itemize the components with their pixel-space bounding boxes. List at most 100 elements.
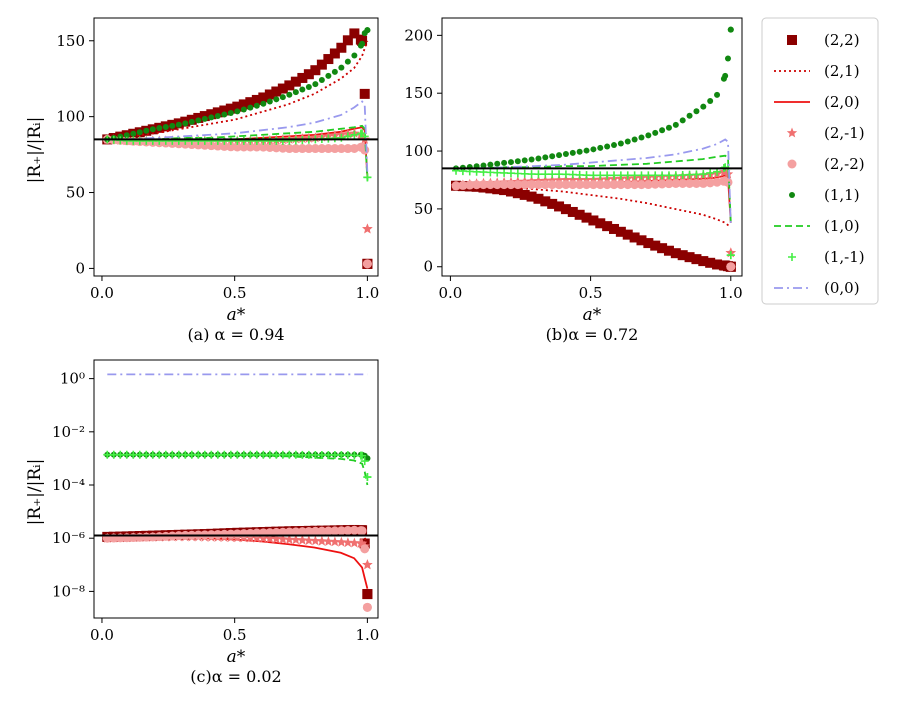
data-point	[357, 526, 367, 536]
series-line	[456, 138, 732, 226]
data-point	[349, 28, 360, 39]
legend-item: (2,-1)	[786, 124, 865, 142]
data-point	[609, 223, 620, 234]
data-point	[206, 141, 216, 151]
data-point	[492, 180, 502, 190]
data-point	[251, 94, 262, 105]
data-point	[596, 171, 605, 180]
data-point	[286, 91, 293, 98]
data-point	[602, 180, 612, 190]
data-point	[615, 226, 626, 237]
data-point	[336, 526, 346, 536]
series-line	[107, 536, 369, 589]
data-point	[506, 169, 515, 178]
legend-item: (1,0)	[774, 217, 860, 235]
panel-c: 0.0 0.5 1.0 10⁰ 10⁻² 10⁻⁴ 10⁻⁶ 10⁻⁸ a* |R₊|/|Rᵢ| (…	[25, 359, 379, 686]
series-line	[107, 124, 369, 181]
legend-label: (2,0)	[824, 93, 860, 111]
series-(1,-1)	[452, 163, 735, 260]
y-tick-label: 10⁻⁶	[52, 529, 85, 547]
data-point	[726, 262, 736, 272]
data-point	[208, 114, 215, 121]
data-point	[343, 525, 353, 535]
data-point	[284, 144, 294, 154]
data-point	[535, 155, 542, 162]
series-line	[107, 100, 369, 175]
data-point	[292, 89, 299, 96]
data-point	[686, 112, 693, 119]
data-point	[722, 72, 729, 79]
data-point	[336, 536, 347, 547]
plot-area	[450, 26, 736, 272]
data-point	[527, 170, 536, 179]
legend-marker	[788, 253, 796, 261]
data-point	[724, 55, 731, 62]
data-point	[617, 140, 624, 147]
series-(2,-1)	[450, 166, 736, 258]
data-point	[541, 170, 550, 179]
data-point	[629, 232, 640, 243]
data-point	[363, 173, 372, 182]
data-point	[699, 170, 708, 179]
legend-label: (2,1)	[824, 62, 860, 80]
data-point	[219, 141, 229, 151]
y-tick-label: 200	[404, 26, 433, 44]
series-(2,0)	[107, 536, 369, 589]
legend-item: (1,-1)	[788, 248, 865, 266]
x-tick-label: 1.0	[719, 284, 743, 302]
x-tick-label: 0.0	[438, 284, 462, 302]
data-point	[478, 180, 488, 190]
data-point	[317, 144, 327, 154]
legend-item: (2,0)	[774, 93, 860, 111]
data-point	[226, 142, 236, 152]
data-point	[360, 457, 369, 466]
data-point	[723, 177, 733, 187]
data-point	[700, 103, 707, 110]
data-point	[351, 52, 358, 59]
data-point	[588, 215, 599, 226]
y-tick-label: 150	[404, 84, 433, 102]
data-point	[251, 532, 263, 543]
data-point	[698, 178, 708, 188]
data-point	[245, 142, 255, 152]
data-point	[595, 218, 606, 229]
axes-frame	[93, 359, 379, 619]
y-tick-label: 10⁰	[60, 370, 85, 388]
series-(1,1)	[453, 26, 734, 172]
panel-caption: (a) α = 0.94	[187, 325, 284, 344]
data-point	[691, 178, 701, 188]
series-(1,1)	[104, 27, 371, 143]
data-point	[597, 144, 604, 151]
data-point	[363, 473, 372, 482]
data-point	[213, 141, 223, 151]
data-point	[359, 88, 370, 99]
data-point	[705, 257, 716, 268]
x-axis-label: a*	[227, 647, 246, 667]
x-tick-label: 1.0	[355, 284, 379, 302]
data-point	[458, 180, 468, 190]
data-point	[623, 180, 633, 190]
data-point	[553, 174, 565, 185]
data-point	[318, 77, 325, 84]
plot-area	[102, 27, 373, 269]
data-point	[364, 27, 371, 34]
data-point	[310, 526, 320, 536]
data-point	[316, 535, 328, 546]
data-point	[362, 589, 373, 600]
legend-marker	[787, 159, 797, 169]
data-point	[616, 171, 625, 180]
series-(2,1)	[107, 40, 369, 141]
data-point	[271, 143, 281, 153]
data-point	[609, 180, 619, 190]
data-point	[323, 144, 333, 154]
data-point	[264, 533, 276, 544]
data-point	[526, 191, 537, 202]
data-point	[691, 254, 702, 265]
y-tick-label: 100	[56, 108, 85, 126]
data-point	[279, 94, 286, 101]
data-point	[329, 48, 340, 59]
data-point	[588, 180, 598, 190]
data-point	[303, 69, 314, 80]
data-point	[581, 212, 592, 223]
data-point	[359, 40, 366, 47]
